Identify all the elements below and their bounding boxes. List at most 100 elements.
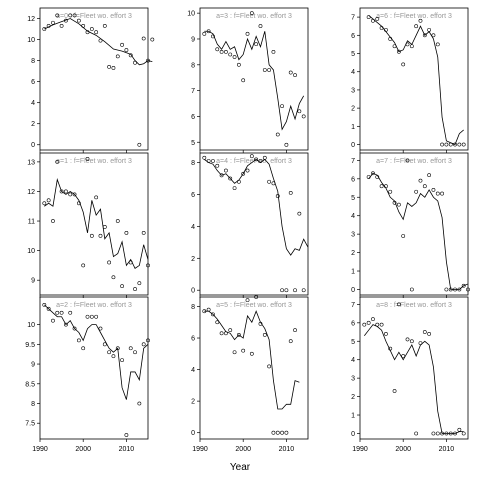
y-tick-label: 2 (31, 121, 35, 128)
y-tick-label: 0 (351, 287, 355, 294)
data-point (137, 281, 142, 286)
data-point (249, 351, 254, 356)
y-tick-label: 2 (351, 106, 355, 113)
data-point (375, 322, 380, 327)
data-point (262, 332, 267, 337)
data-point (409, 44, 414, 49)
data-point (64, 189, 68, 194)
data-point (427, 331, 432, 336)
data-point (236, 332, 241, 337)
data-point (232, 350, 237, 355)
x-tick-label: 1990 (32, 446, 48, 453)
data-point (297, 211, 302, 216)
data-point (146, 338, 150, 343)
data-point (435, 191, 440, 196)
data-point (46, 23, 51, 28)
data-point (42, 201, 47, 206)
y-tick-label: 0 (351, 142, 355, 149)
data-point (384, 27, 388, 32)
data-point (42, 302, 47, 307)
data-point (81, 263, 86, 268)
panel-1: a=3 : f=Fleet wo. effort 3 5 6 7 8 9 10 (187, 7, 309, 153)
data-point (457, 427, 462, 432)
y-tick-label: 4 (351, 357, 355, 364)
data-point (241, 78, 246, 83)
data-point (128, 346, 133, 351)
data-point (414, 24, 419, 29)
fitted-line (44, 304, 149, 400)
y-tick-label: 3 (351, 232, 355, 239)
data-point (72, 326, 77, 331)
y-tick-label: 2 (191, 256, 195, 263)
data-point (85, 30, 90, 35)
fitted-line (204, 310, 300, 410)
data-point (202, 309, 207, 314)
data-point (440, 431, 444, 436)
data-point (301, 288, 306, 293)
data-point (236, 179, 241, 184)
data-point (427, 173, 432, 178)
data-point (396, 202, 401, 207)
y-tick-label: 3 (351, 376, 355, 383)
data-point (228, 52, 233, 57)
data-point (202, 155, 207, 160)
data-point (59, 189, 64, 194)
data-point (215, 163, 220, 168)
data-point (236, 62, 241, 67)
x-axis-title: Year (230, 462, 251, 473)
data-point (362, 322, 367, 327)
data-point (51, 318, 55, 323)
data-point (375, 17, 380, 21)
data-point (76, 201, 81, 206)
data-point (379, 26, 384, 30)
data-point (448, 142, 453, 147)
data-point (55, 310, 60, 315)
data-point (232, 55, 237, 59)
y-tick-label: 4 (191, 224, 195, 231)
data-point (401, 62, 406, 67)
data-point (72, 13, 77, 18)
data-point (111, 354, 116, 359)
data-point (401, 354, 406, 358)
data-point (72, 192, 77, 197)
y-tick-label: 4 (351, 213, 355, 220)
data-point (124, 230, 129, 235)
data-point (224, 49, 228, 54)
data-point (431, 33, 436, 38)
data-point (102, 225, 107, 229)
data-point (81, 346, 86, 351)
data-point (262, 68, 267, 72)
y-tick-label: 8 (191, 304, 195, 311)
data-point (76, 338, 81, 343)
data-point (94, 314, 99, 319)
y-tick-label: 11 (28, 219, 35, 226)
data-point (435, 431, 440, 436)
data-point (120, 42, 124, 47)
data-point (388, 37, 393, 41)
y-tick-label: 7 (191, 88, 195, 95)
data-point (418, 18, 423, 23)
data-point (388, 189, 393, 194)
data-point (409, 287, 414, 292)
y-tick-label: 10 (27, 248, 35, 255)
data-point (422, 330, 427, 334)
data-point (111, 275, 116, 280)
data-point (228, 176, 233, 181)
data-point (219, 49, 224, 54)
data-point (396, 302, 401, 307)
data-point (379, 184, 384, 189)
data-point (141, 230, 146, 235)
y-tick-label: 5 (351, 51, 355, 58)
data-point (115, 54, 120, 59)
data-point (440, 191, 444, 196)
data-point (444, 142, 449, 147)
panel-5: a=7 : f=Fleet wo. effort 3 0 1 2 3 4 5 6 7 (351, 152, 470, 298)
y-tick-label: 9 (191, 36, 195, 43)
data-point (258, 24, 263, 28)
data-point (133, 60, 137, 65)
data-point (271, 49, 276, 54)
x-tick-label: 2000 (235, 446, 251, 453)
y-tick-label: 5 (191, 140, 195, 147)
data-point (288, 190, 293, 195)
